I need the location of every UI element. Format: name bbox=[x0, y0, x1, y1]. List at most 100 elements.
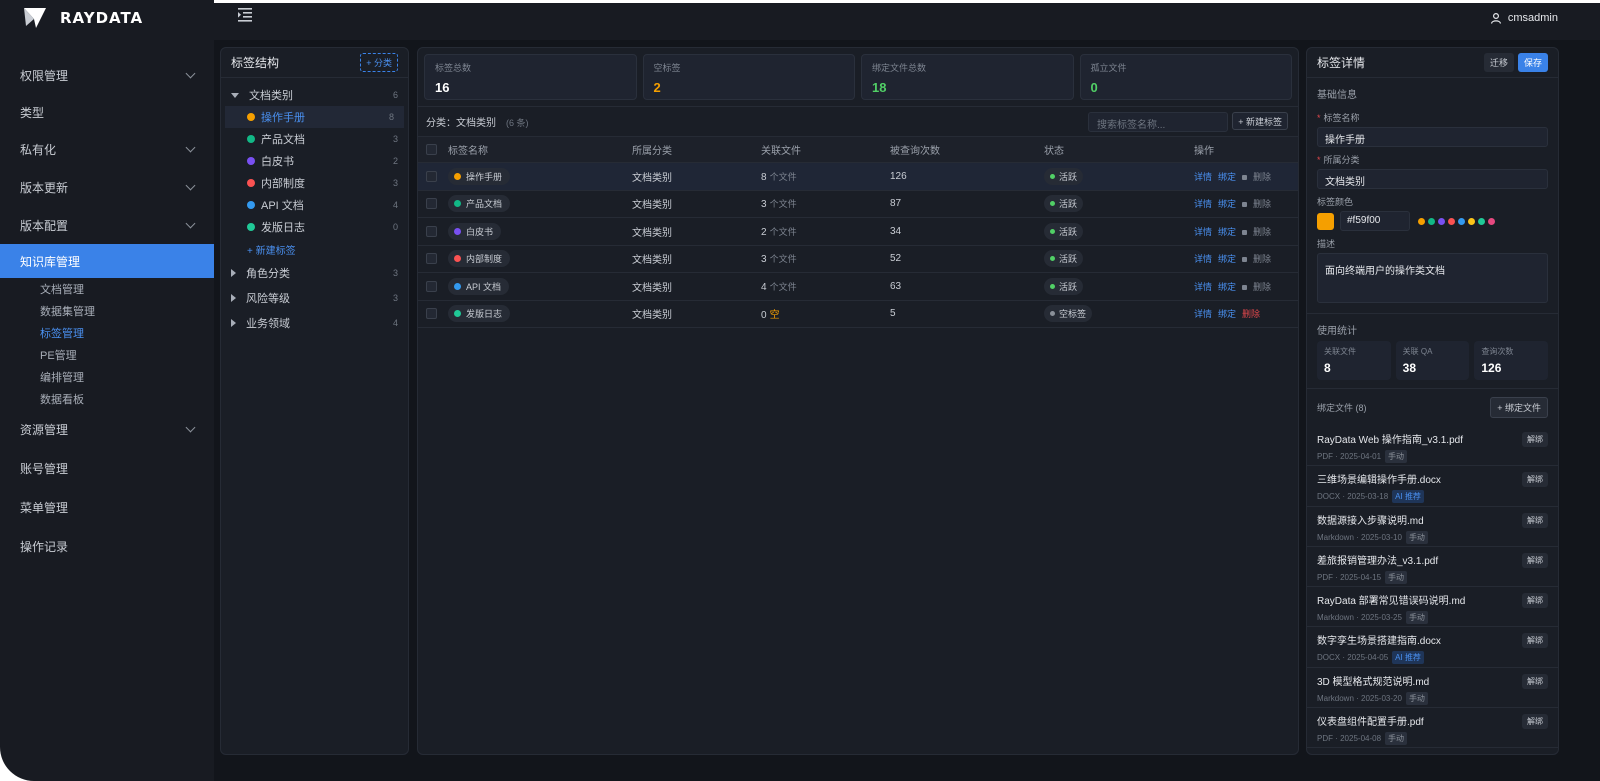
palette-color-option[interactable] bbox=[1418, 217, 1425, 225]
nav-sub-item-3[interactable]: PE管理 bbox=[40, 350, 77, 362]
bound-file-item[interactable]: 数据源接入步骤说明.md Markdown · 2025-03-10 手动 解绑 bbox=[1307, 507, 1558, 547]
detail-link[interactable]: 详情 bbox=[1194, 171, 1213, 182]
nav-item-0[interactable]: 权限管理 bbox=[0, 56, 214, 94]
nav-sub-item-5[interactable]: 数据看板 bbox=[40, 394, 84, 406]
tree-root-node[interactable]: 文档类别 6 bbox=[221, 84, 408, 106]
palette-color-option[interactable] bbox=[1438, 217, 1445, 225]
bound-file-item[interactable]: 仪表盘组件配置手册.pdf PDF · 2025-04-08 手动 解绑 bbox=[1307, 708, 1558, 749]
palette-color-option[interactable] bbox=[1478, 217, 1485, 225]
nav-sub-item-4[interactable]: 编排管理 bbox=[40, 372, 84, 384]
delete-link[interactable]: 删除 bbox=[1242, 227, 1277, 237]
file-meta: PDF · 2025-04-08 手动 bbox=[1317, 732, 1548, 746]
select-all-checkbox[interactable] bbox=[426, 144, 437, 155]
tree-leaf[interactable]: 内部制度 3 bbox=[221, 172, 408, 194]
palette-color-option[interactable] bbox=[1448, 217, 1455, 225]
nav-item-2[interactable]: 私有化 bbox=[0, 130, 214, 168]
nav-after-item-2[interactable]: 菜单管理 bbox=[0, 488, 214, 527]
tree-leaf[interactable]: 操作手册 8 bbox=[225, 106, 404, 128]
nav-sub-item-2[interactable]: 标签管理 bbox=[40, 328, 84, 340]
table-row[interactable]: 发版日志 文档类别 0 空 5 空标签 详情 绑定 删除 bbox=[418, 300, 1298, 328]
table-row[interactable]: 产品文档 文档类别 3 个文件 87 活跃 详情 绑定 删除 bbox=[418, 190, 1298, 218]
bound-file-item[interactable]: 数字孪生场景搭建指南.docx DOCX · 2025-04-05 AI 推荐 解绑 bbox=[1307, 627, 1558, 668]
bind-link[interactable]: 绑定 bbox=[1218, 226, 1237, 237]
bind-link[interactable]: 绑定 bbox=[1218, 199, 1237, 210]
table-row[interactable]: 内部制度 文档类别 3 个文件 52 活跃 详情 绑定 删除 bbox=[418, 245, 1298, 273]
bound-file-item[interactable]: 三维场景编辑操作手册.docx DOCX · 2025-03-18 AI 推荐 解绑 bbox=[1307, 466, 1558, 507]
unbind-button[interactable]: 解绑 bbox=[1522, 673, 1548, 689]
unbind-button[interactable]: 解绑 bbox=[1522, 512, 1548, 528]
row-checkbox[interactable] bbox=[426, 198, 437, 210]
nav-after-item-3[interactable]: 操作记录 bbox=[0, 527, 214, 566]
palette-color-option[interactable] bbox=[1468, 217, 1475, 225]
tree-leaf[interactable]: API 文档 4 bbox=[221, 194, 408, 216]
table-row[interactable]: 白皮书 文档类别 2 个文件 34 活跃 详情 绑定 删除 bbox=[418, 217, 1298, 246]
unbind-button[interactable]: 解绑 bbox=[1522, 552, 1548, 568]
unbind-button[interactable]: 解绑 bbox=[1522, 432, 1548, 447]
unbind-button[interactable]: 解绑 bbox=[1522, 593, 1548, 609]
unbind-button[interactable]: 解绑 bbox=[1522, 714, 1548, 730]
new-tag-button[interactable]: + 新建标签 bbox=[1232, 112, 1288, 130]
delete-link[interactable]: 删除 bbox=[1242, 254, 1277, 264]
detail-link[interactable]: 详情 bbox=[1194, 309, 1213, 320]
bind-file-button[interactable]: + 绑定文件 bbox=[1490, 397, 1548, 418]
new-tag-link[interactable]: + 新建标签 bbox=[247, 245, 296, 257]
delete-link[interactable]: 删除 bbox=[1242, 309, 1266, 319]
unbind-button[interactable]: 解绑 bbox=[1522, 472, 1548, 488]
row-checkbox[interactable] bbox=[426, 225, 437, 237]
nav-item-1[interactable]: 类型 bbox=[0, 94, 214, 130]
save-button[interactable]: 保存 bbox=[1517, 53, 1548, 72]
stat-value: 18 bbox=[872, 80, 887, 95]
tree-leaf[interactable]: 白皮书 2 bbox=[221, 150, 408, 172]
table-row[interactable]: API 文档 文档类别 4 个文件 63 活跃 详情 绑定 删除 bbox=[418, 272, 1298, 301]
palette-color-option[interactable] bbox=[1458, 217, 1465, 225]
category-select[interactable]: 文档类别 bbox=[1317, 169, 1548, 189]
bind-link[interactable]: 绑定 bbox=[1218, 254, 1237, 265]
palette-color-option[interactable] bbox=[1488, 217, 1495, 225]
unbind-button[interactable]: 解绑 bbox=[1522, 633, 1548, 649]
delete-link[interactable]: 删除 bbox=[1242, 172, 1277, 182]
color-hex-input[interactable]: #f59f00 bbox=[1340, 211, 1410, 231]
tree-leaf[interactable]: 发版日志 0 bbox=[221, 216, 408, 238]
add-category-button[interactable]: + 分类 bbox=[360, 53, 398, 72]
tree-category-node[interactable]: 风险等级 3 bbox=[221, 285, 408, 310]
row-checkbox[interactable] bbox=[426, 308, 437, 320]
bind-link[interactable]: 绑定 bbox=[1218, 309, 1237, 320]
nav-sub-item-0[interactable]: 文档管理 bbox=[40, 284, 84, 296]
bound-file-item[interactable]: 差旅报销管理办法_v3.1.pdf PDF · 2025-04-15 手动 解绑 bbox=[1307, 547, 1558, 588]
tree-category-node[interactable]: 角色分类 3 bbox=[221, 260, 408, 285]
nav-after-item-0[interactable]: 资源管理 bbox=[0, 410, 214, 449]
tag-name-input[interactable]: 操作手册 bbox=[1317, 127, 1548, 147]
tag-search-input[interactable]: 搜索标签名称... bbox=[1088, 112, 1228, 132]
nav-item-4[interactable]: 版本配置 bbox=[0, 206, 214, 244]
tree-category-node[interactable]: 业务领域 4 bbox=[221, 310, 408, 335]
detail-link[interactable]: 详情 bbox=[1194, 254, 1213, 265]
row-checkbox[interactable] bbox=[426, 170, 437, 182]
row-checkbox[interactable] bbox=[426, 253, 437, 265]
nav-after-item-1[interactable]: 账号管理 bbox=[0, 449, 214, 488]
detail-link[interactable]: 详情 bbox=[1194, 199, 1213, 210]
bound-file-item[interactable]: RayData Web 操作指南_v3.1.pdf PDF · 2025-04-0… bbox=[1307, 426, 1558, 467]
color-swatch[interactable] bbox=[1317, 212, 1334, 230]
tree-leaf[interactable]: 产品文档 3 bbox=[221, 128, 408, 150]
migrate-button[interactable]: 迁移 bbox=[1483, 53, 1514, 72]
bound-file-item[interactable]: RayData 部署常见错误码说明.md Markdown · 2025-03-2… bbox=[1307, 587, 1558, 628]
bind-link[interactable]: 绑定 bbox=[1218, 171, 1237, 182]
file-meta-text: DOCX · 2025-04-05 bbox=[1317, 653, 1389, 663]
row-checkbox[interactable] bbox=[426, 280, 437, 292]
nav-sub-item-1[interactable]: 数据集管理 bbox=[40, 306, 95, 318]
delete-link[interactable]: 删除 bbox=[1242, 282, 1277, 292]
bind-link[interactable]: 绑定 bbox=[1218, 281, 1237, 292]
user-menu[interactable]: cmsadmin bbox=[1490, 12, 1558, 24]
tag-chip: 发版日志 bbox=[448, 305, 511, 323]
nav-item-3[interactable]: 版本更新 bbox=[0, 168, 214, 206]
delete-link[interactable]: 删除 bbox=[1242, 199, 1277, 209]
menu-toggle-icon[interactable] bbox=[236, 6, 254, 22]
bound-file-item[interactable]: 3D 模型格式规范说明.md Markdown · 2025-03-20 手动 解绑 bbox=[1307, 668, 1558, 709]
table-row[interactable]: 操作手册 文档类别 8 个文件 126 活跃 详情 绑定 删除 bbox=[418, 162, 1298, 191]
detail-link[interactable]: 详情 bbox=[1194, 281, 1213, 292]
palette-color-option[interactable] bbox=[1428, 217, 1435, 225]
detail-link[interactable]: 详情 bbox=[1194, 226, 1213, 237]
list-toolbar: 分类：文档类别 (6 条) bbox=[418, 106, 1298, 136]
description-textarea[interactable]: 面向终端用户的操作类文档 bbox=[1317, 253, 1548, 303]
nav-item-knowledge-base[interactable]: 知识库管理 bbox=[0, 244, 214, 278]
